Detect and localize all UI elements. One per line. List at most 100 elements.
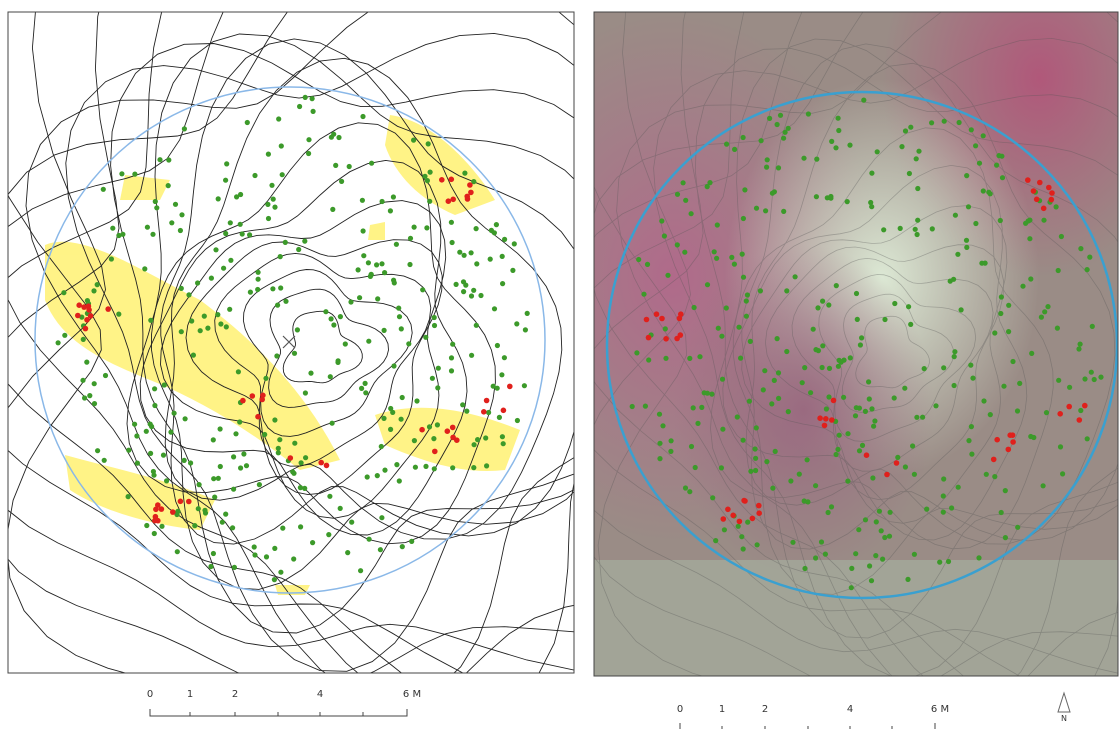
tree-green — [964, 245, 969, 250]
tree-green — [873, 553, 878, 558]
tree-green — [942, 119, 947, 124]
tree-green — [298, 524, 303, 529]
tree-green — [366, 339, 371, 344]
tree-green — [741, 275, 746, 280]
tree-green — [474, 261, 479, 266]
tree-green — [861, 98, 866, 103]
tree-green — [280, 526, 285, 531]
tree-green — [173, 202, 178, 207]
tree-green — [829, 139, 834, 144]
tree-green — [924, 507, 929, 512]
tree-green — [1085, 436, 1090, 441]
tree-green — [157, 157, 162, 162]
tree-green — [347, 164, 352, 169]
tree-green — [827, 366, 832, 371]
tree-green — [195, 280, 200, 285]
tree-green — [203, 510, 208, 515]
tree-green — [119, 171, 124, 176]
tree-green — [483, 435, 488, 440]
tree-green — [449, 355, 454, 360]
tree-green — [853, 551, 858, 556]
tree-green — [835, 447, 840, 452]
tree-green — [681, 180, 686, 185]
tree-green — [845, 479, 850, 484]
tree-green — [646, 357, 651, 362]
tree-green — [277, 437, 282, 442]
tree-green — [1006, 303, 1011, 308]
tree-red — [1006, 447, 1012, 453]
tree-green — [263, 376, 268, 381]
tree-red — [741, 498, 747, 504]
tree-red — [991, 457, 997, 463]
tree-green — [805, 457, 810, 462]
tree-green — [232, 565, 237, 570]
scale-label: 6 M — [931, 704, 949, 715]
tree-red — [678, 311, 684, 317]
tree-green — [432, 315, 437, 320]
tree-green — [870, 475, 875, 480]
tree-green — [474, 226, 479, 231]
tree-green — [230, 525, 235, 530]
tree-red — [450, 197, 456, 203]
tree-green — [859, 335, 864, 340]
tree-green — [724, 305, 729, 310]
tree-green — [912, 552, 917, 557]
tree-green — [245, 120, 250, 125]
tree-green — [329, 316, 334, 321]
tree-green — [502, 237, 507, 242]
tree-green — [422, 174, 427, 179]
tree-red — [153, 507, 159, 513]
tree-green — [357, 295, 362, 300]
tree-red — [449, 177, 455, 183]
tree-green — [898, 226, 903, 231]
tree-green — [663, 326, 668, 331]
tree-green — [151, 473, 156, 478]
tree-green — [166, 157, 171, 162]
tree-red — [725, 507, 731, 513]
tree-green — [218, 426, 223, 431]
tree-green — [1045, 304, 1050, 309]
tree-green — [220, 520, 225, 525]
tree-green — [186, 292, 191, 297]
tree-green — [977, 161, 982, 166]
tree-green — [776, 396, 781, 401]
tree-green — [280, 172, 285, 177]
tree-green — [343, 341, 348, 346]
tree-green — [820, 299, 825, 304]
tree-green — [863, 517, 868, 522]
tree-green — [984, 472, 989, 477]
tree-green — [471, 465, 476, 470]
tree-green — [867, 396, 872, 401]
tree-green — [959, 307, 964, 312]
tree-green — [784, 349, 789, 354]
tree-green — [1000, 175, 1005, 180]
tree-green — [736, 325, 741, 330]
tree-green — [969, 424, 974, 429]
tree-green — [471, 288, 476, 293]
tree-green — [744, 298, 749, 303]
tree-green — [692, 305, 697, 310]
tree-red — [822, 423, 828, 429]
tree-green — [759, 138, 764, 143]
tree-green — [391, 363, 396, 368]
tree-green — [310, 96, 315, 101]
tree-red — [659, 316, 665, 322]
tree-green — [856, 527, 861, 532]
tree-green — [882, 317, 887, 322]
tree-green — [875, 149, 880, 154]
tree-green — [1055, 326, 1060, 331]
tree-green — [662, 233, 667, 238]
tree-green — [1003, 488, 1008, 493]
tree-green — [497, 415, 502, 420]
tree-green — [849, 585, 854, 590]
tree-green — [946, 559, 951, 564]
tree-green — [998, 218, 1003, 223]
tree-green — [1041, 483, 1046, 488]
tree-green — [739, 534, 744, 539]
tree-green — [1017, 381, 1022, 386]
tree-green — [291, 556, 296, 561]
tree-green — [964, 173, 969, 178]
tree-green — [399, 417, 404, 422]
tree-green — [333, 163, 338, 168]
tree-green — [948, 279, 953, 284]
